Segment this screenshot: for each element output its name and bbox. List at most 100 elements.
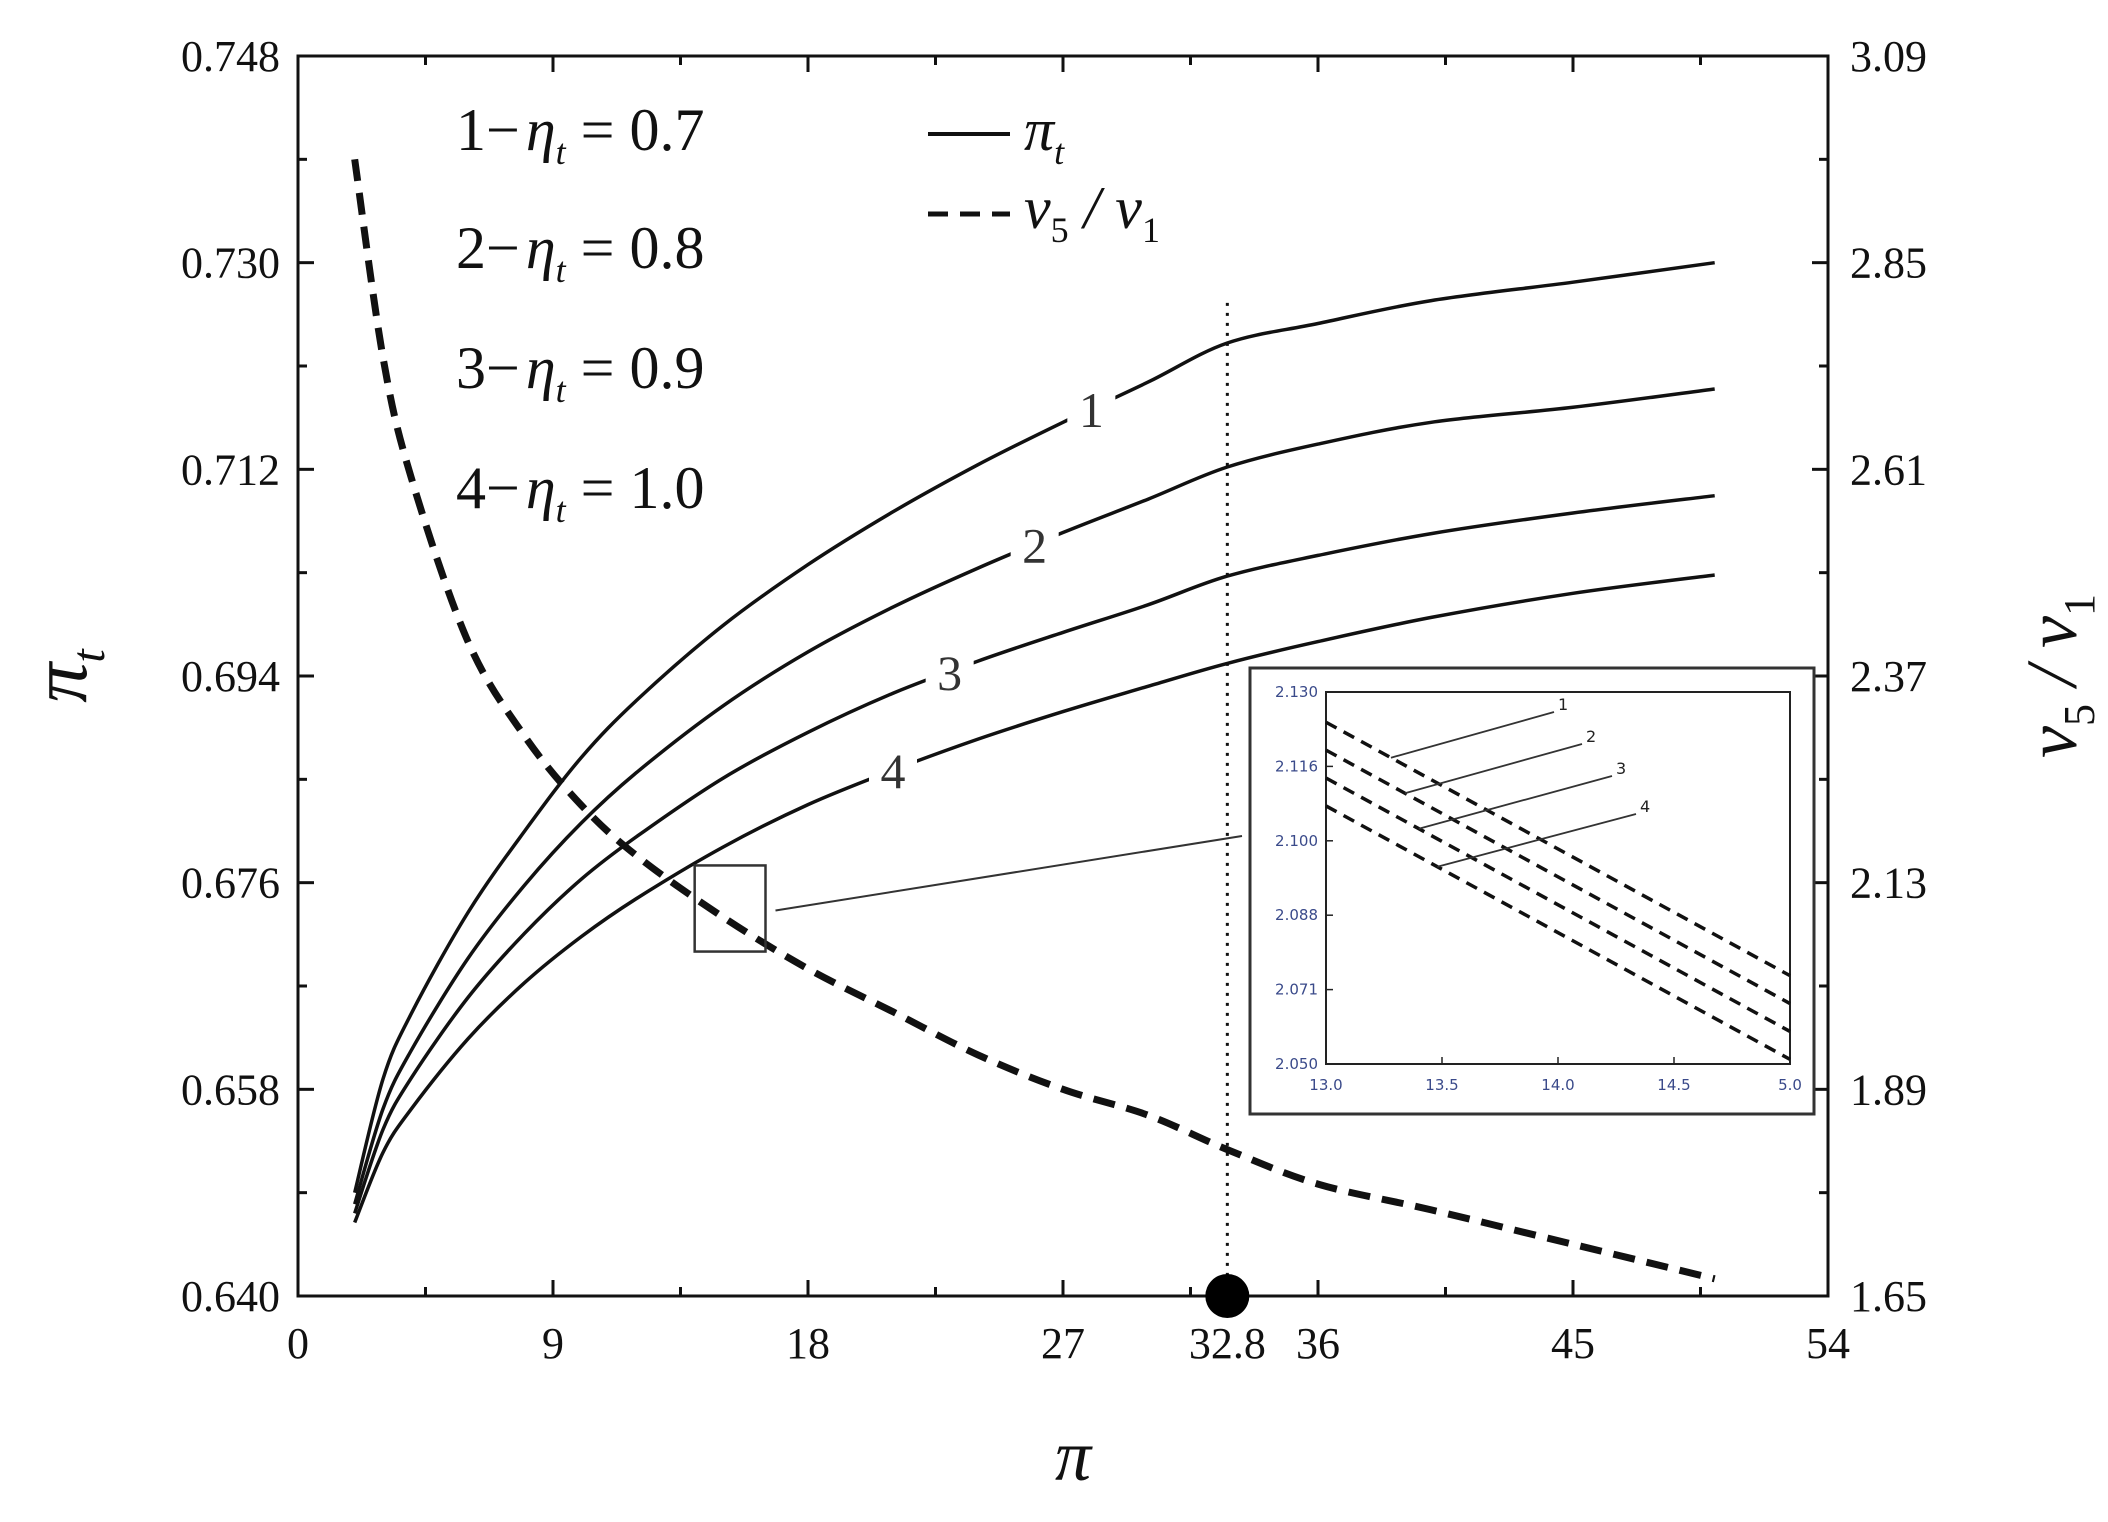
x-tick-label: 18 [786,1319,830,1368]
curve-label-3: 3 [937,645,962,701]
legend-entry-pi-t: πt [1024,97,1065,172]
x-tick-label: 9 [542,1319,564,1368]
curve-label-gap [869,736,917,797]
legend-v-sub1: 5 [1051,210,1069,250]
x-tick-label: 0 [287,1319,309,1368]
x-tick-label: 45 [1551,1319,1595,1368]
zoom-connector-line [775,835,1243,912]
legend-pi-symbol: π [1024,97,1056,163]
inset-plot: 13.0 13.5 14.0 14.5 5.0 2.050 2.071 2.088 2.100 2… [1248,666,1816,1116]
inset-y-tick-label: 2.088 [1275,906,1318,924]
x-tick-label: 32.8 [1189,1319,1266,1368]
left-y-tick-label: 0.676 [181,859,280,908]
inset-x-tick-label: 5.0 [1778,1076,1802,1094]
legend-v-mid: / v [1069,175,1143,241]
annotation-eta-symbol: η [526,335,556,401]
right-y-tick-label: 1.65 [1850,1272,1927,1321]
left-y-axis-title-sub: t [62,648,115,663]
inset-x-tick-label: 14.5 [1657,1076,1690,1094]
annotations-group: 1− ηt = 0.72− ηt = 0.83− ηt = 0.94− ηt = 1.0… [456,97,1250,1318]
annotation-dash: − [486,97,520,163]
right-y-axis-title: v5 / v1 [2012,594,2104,758]
left-y-axis-title-symbol: π [16,661,104,703]
inset-series-line-4 [1325,804,1791,1061]
right-y-tick-label: 2.37 [1850,652,1927,701]
x-tick-label: 27 [1041,1319,1085,1368]
inset-x-tick-label: 14.0 [1541,1076,1574,1094]
series-line-v5-v1 [351,158,1716,1283]
annotation-eta-symbol: η [526,455,556,521]
annotation-eta-symbol: η [526,215,556,281]
series-line-2 [353,387,1715,1205]
curve-label-gap [925,637,974,698]
annotation-dash: − [486,215,520,281]
annotation-index: 4 [456,455,486,521]
inset-x-tick-label: 13.5 [1425,1076,1458,1094]
x-axis-title: π [1055,1416,1093,1496]
x-tick-label: 54 [1806,1319,1850,1368]
annotation-eta-3: 3− ηt = 0.9 [456,335,704,410]
right-y-axis-title-mid: / v [2012,616,2092,704]
curve-label-1: 1 [1079,382,1104,438]
annotation-eta-2: 2− ηt = 0.8 [456,215,704,290]
annotation-eta-sub: t [556,132,567,172]
series-line-1 [353,260,1715,1194]
curve-label-gap [1010,510,1059,571]
annotation-eta-value: = 0.7 [566,97,705,163]
curve-label-2: 2 [1022,517,1047,573]
inset-pointer-label-4: 4 [1640,797,1650,816]
inset-x-tick-label: 13.0 [1309,1076,1342,1094]
left-y-tick-label: 0.748 [181,32,280,81]
annotation-dash: − [486,455,520,521]
inset-y-tick-label: 2.071 [1275,981,1318,999]
annotation-eta-1: 1− ηt = 0.7 [456,97,704,172]
inset-series-line-1 [1325,720,1791,978]
right-y-axis-title-sub1: 5 [2055,704,2104,726]
axes-group: 0 9 18 27 32.8 36 45 540.6400.6580.6760.6940.71… [16,32,2104,1496]
annotation-index: 2 [456,215,486,281]
inset-series-line-3 [1325,776,1791,1033]
legend-v-sub2: 1 [1142,210,1160,250]
right-y-tick-label: 2.13 [1850,859,1927,908]
annotation-eta-symbol: η [526,97,556,163]
left-y-tick-label: 0.712 [181,445,280,494]
x-tick-label: 36 [1296,1319,1340,1368]
annotation-index: 3 [456,335,486,401]
curve-label-gap [1067,374,1116,435]
inset-pointer-line-1 [1390,711,1555,759]
right-y-tick-label: 2.85 [1850,239,1927,288]
curve-label-4: 4 [881,743,906,799]
left-y-axis-title: πt [16,648,115,703]
left-y-tick-label: 0.658 [181,1065,280,1114]
right-y-tick-label: 2.61 [1850,445,1927,494]
annotation-eta-sub: t [556,370,567,410]
annotation-eta-value: = 1.0 [566,455,705,521]
inset-y-tick-label: 2.100 [1275,832,1318,850]
inset-pointer-label-1: 1 [1558,695,1568,714]
right-y-axis-title-sub2: 1 [2055,594,2104,616]
inset-y-tick-label: 2.050 [1275,1055,1318,1073]
annotation-eta-sub: t [556,490,567,530]
inset-pointer-label-3: 3 [1616,759,1626,778]
zoom-box [693,864,767,953]
left-y-tick-label: 0.694 [181,652,280,701]
inset-y-tick-label: 2.116 [1275,757,1318,775]
inset-pointer-line-3 [1418,775,1613,830]
annotation-eta-value: = 0.9 [566,335,705,401]
inset-y-tick-label: 2.130 [1275,683,1318,701]
inset-pointer-line-2 [1404,743,1583,795]
inset-series-line-2 [1325,748,1791,1006]
annotation-dash: − [486,335,520,401]
inset-pointer-line-4 [1437,813,1637,868]
right-y-axis-title-v: v [2012,726,2092,758]
annotation-eta-sub: t [556,250,567,290]
series-line-3 [353,493,1715,1214]
marker-dot [1205,1274,1250,1318]
inset-frame [1248,666,1816,1116]
annotation-eta-4: 4− ηt = 1.0 [456,455,704,530]
left-y-tick-label: 0.640 [181,1272,280,1321]
annotation-index: 1 [456,97,486,163]
left-y-tick-label: 0.730 [181,239,280,288]
inset-pointer-label-2: 2 [1586,727,1596,746]
